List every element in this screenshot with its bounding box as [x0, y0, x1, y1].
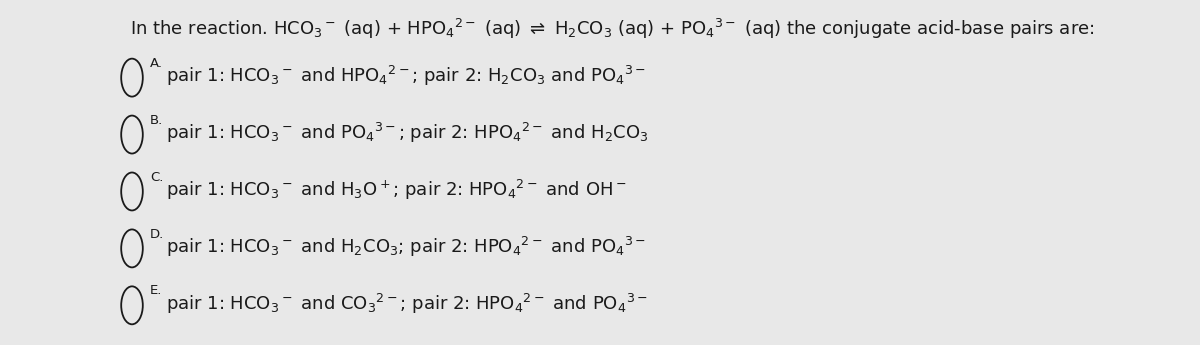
Text: pair 1: HCO$_3$$^-$ and H$_3$O$^+$; pair 2: HPO$_4$$^{2-}$ and OH$^-$: pair 1: HCO$_3$$^-$ and H$_3$O$^+$; pair… [166, 178, 626, 202]
Text: D.: D. [150, 228, 164, 240]
Text: In the reaction. HCO$_3$$^-$ (aq) + HPO$_4$$^{2-}$ (aq) $\rightleftharpoons$ H$_: In the reaction. HCO$_3$$^-$ (aq) + HPO$… [130, 17, 1094, 41]
Text: pair 1: HCO$_3$$^-$ and PO$_4$$^{3-}$; pair 2: HPO$_4$$^{2-}$ and H$_2$CO$_3$: pair 1: HCO$_3$$^-$ and PO$_4$$^{3-}$; p… [166, 121, 648, 145]
Text: pair 1: HCO$_3$$^-$ and CO$_3$$^{2-}$; pair 2: HPO$_4$$^{2-}$ and PO$_4$$^{3-}$: pair 1: HCO$_3$$^-$ and CO$_3$$^{2-}$; p… [166, 292, 647, 316]
Text: A.: A. [150, 57, 163, 70]
Text: pair 1: HCO$_3$$^-$ and HPO$_4$$^{2-}$; pair 2: H$_2$CO$_3$ and PO$_4$$^{3-}$: pair 1: HCO$_3$$^-$ and HPO$_4$$^{2-}$; … [166, 64, 646, 88]
Text: C.: C. [150, 170, 163, 184]
Text: B.: B. [150, 114, 163, 127]
Text: E.: E. [150, 284, 162, 297]
Text: pair 1: HCO$_3$$^-$ and H$_2$CO$_3$; pair 2: HPO$_4$$^{2-}$ and PO$_4$$^{3-}$: pair 1: HCO$_3$$^-$ and H$_2$CO$_3$; pai… [166, 235, 646, 259]
